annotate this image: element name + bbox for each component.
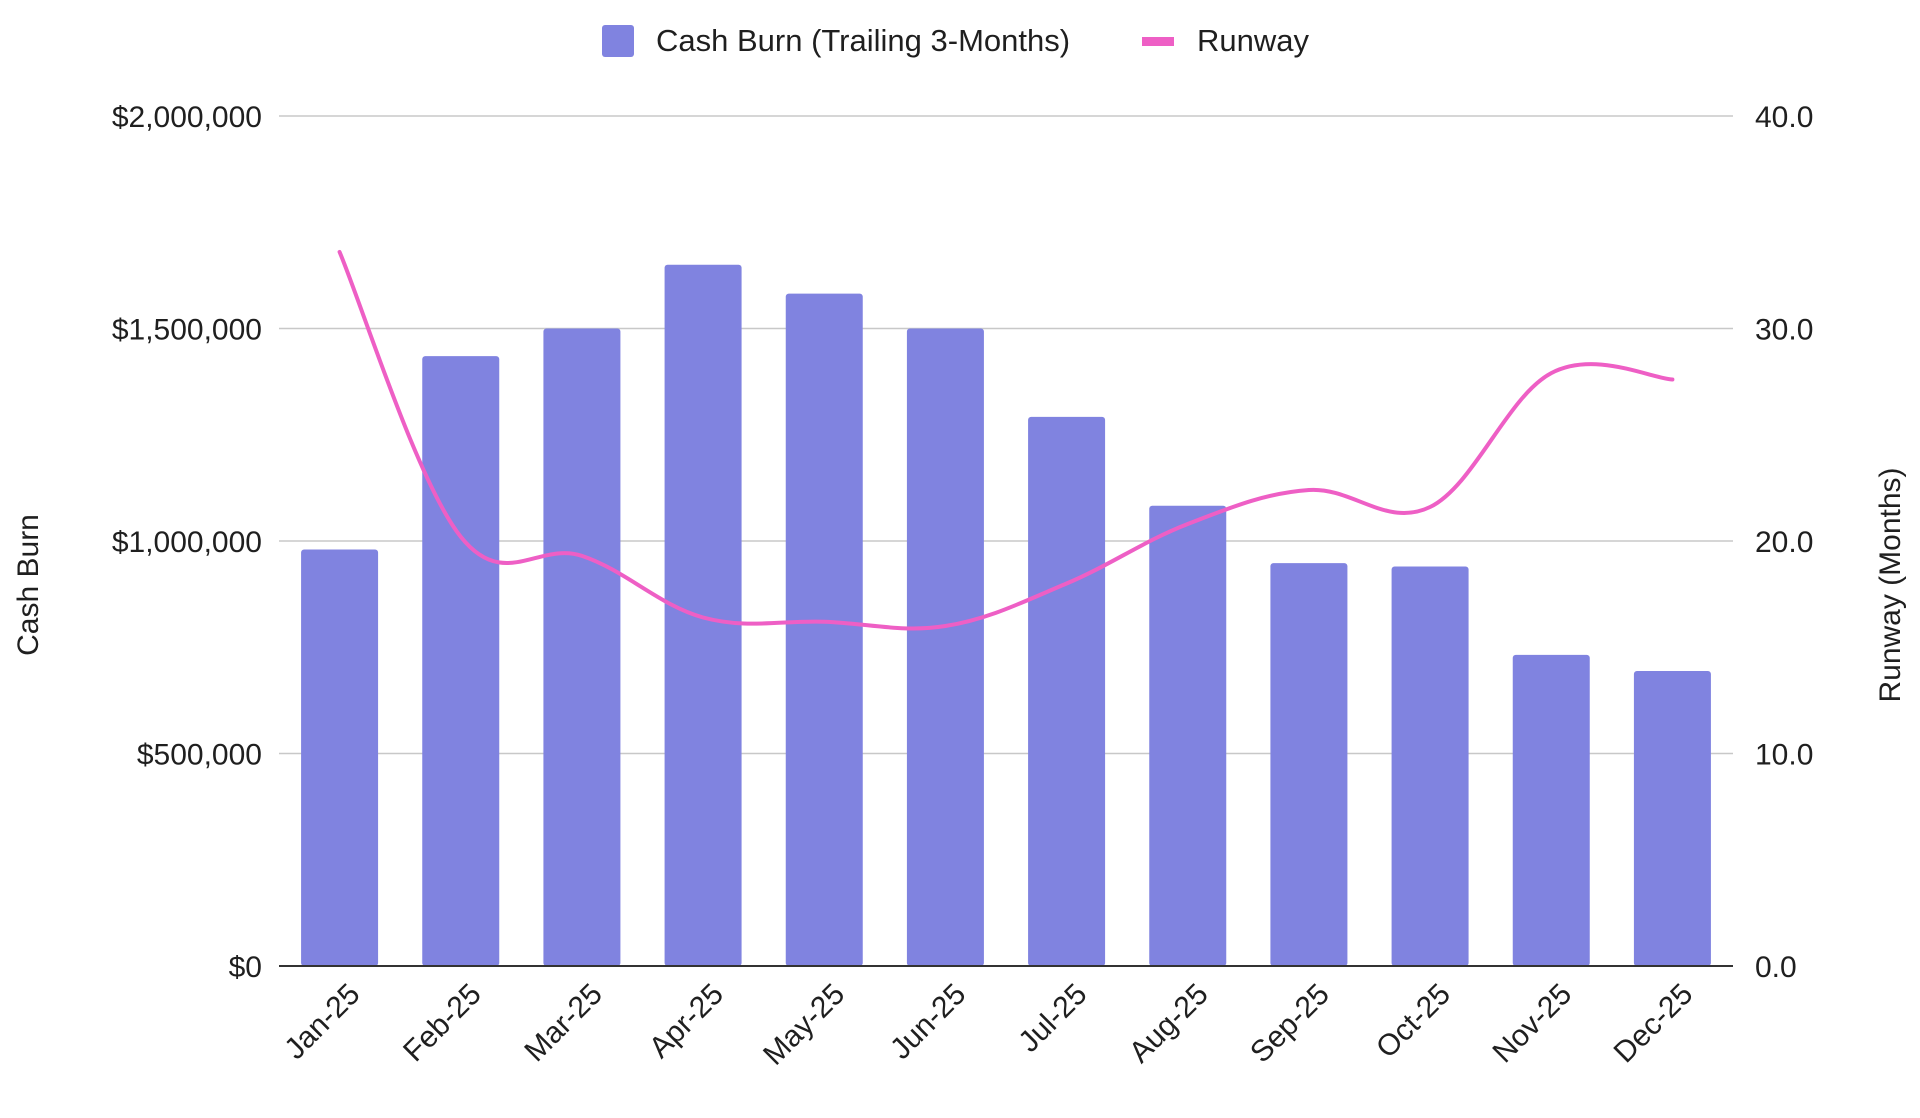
x-tick-label: Apr-25: [643, 978, 730, 1065]
bar[interactable]: [906, 328, 984, 967]
left-tick-label: $1,500,000: [112, 314, 262, 347]
legend[interactable]: Cash Burn (Trailing 3-Months) Runway: [602, 23, 1309, 58]
bar[interactable]: [1270, 563, 1348, 966]
right-tick-label: 20.0: [1755, 526, 1813, 559]
right-axis-ticks: 0.0 10.0 20.0 30.0 40.0: [1755, 101, 1813, 984]
bar[interactable]: [543, 328, 621, 967]
left-axis-ticks: $0 $500,000 $1,000,000 $1,500,000 $2,000,000: [112, 101, 262, 984]
line-series-runway: [337, 250, 1675, 631]
x-tick-label: Jan-25: [278, 978, 366, 1066]
bar[interactable]: [1512, 654, 1590, 966]
x-tick-label: Jun-25: [884, 978, 972, 1066]
x-tick-label: Dec-25: [1608, 978, 1700, 1070]
x-tick-label: Mar-25: [518, 978, 609, 1069]
bar[interactable]: [1028, 416, 1106, 966]
left-tick-label: $2,000,000: [112, 101, 262, 134]
bar[interactable]: [1633, 671, 1711, 966]
right-axis-title: Runway (Months): [1874, 467, 1907, 702]
x-tick-label: Nov-25: [1486, 978, 1578, 1070]
bar[interactable]: [785, 293, 863, 966]
x-axis-ticks: Jan-25 Feb-25 Mar-25 Apr-25 May-25 Jun-25 Jul-…: [278, 978, 1699, 1072]
left-tick-label: $0: [229, 951, 262, 984]
bar[interactable]: [301, 549, 379, 967]
right-tick-label: 30.0: [1755, 314, 1813, 347]
bar[interactable]: [422, 356, 500, 966]
x-tick-label: Oct-25: [1370, 978, 1457, 1065]
legend-label-cash-burn: Cash Burn (Trailing 3-Months): [656, 23, 1070, 58]
left-tick-label: $500,000: [137, 739, 262, 772]
legend-swatch-cash-burn: [602, 25, 634, 57]
bar[interactable]: [1149, 505, 1227, 966]
gridlines: [279, 115, 1733, 755]
x-tick-label: Sep-25: [1244, 978, 1336, 1070]
runway-line[interactable]: [337, 250, 1675, 631]
bar-series-cash-burn: [301, 264, 1711, 967]
right-tick-label: 40.0: [1755, 101, 1813, 134]
x-tick-label: Feb-25: [397, 978, 488, 1069]
right-tick-label: 0.0: [1755, 951, 1797, 984]
legend-label-runway: Runway: [1197, 23, 1309, 58]
x-tick-label: Aug-25: [1123, 978, 1215, 1070]
x-tick-label: May-25: [757, 978, 851, 1072]
bar[interactable]: [1391, 566, 1469, 967]
x-tick-label: Jul-25: [1012, 978, 1093, 1059]
left-axis-title: Cash Burn: [12, 514, 45, 656]
right-tick-label: 10.0: [1755, 739, 1813, 772]
left-tick-label: $1,000,000: [112, 526, 262, 559]
bar[interactable]: [664, 264, 742, 966]
legend-swatch-runway: [1142, 37, 1174, 46]
